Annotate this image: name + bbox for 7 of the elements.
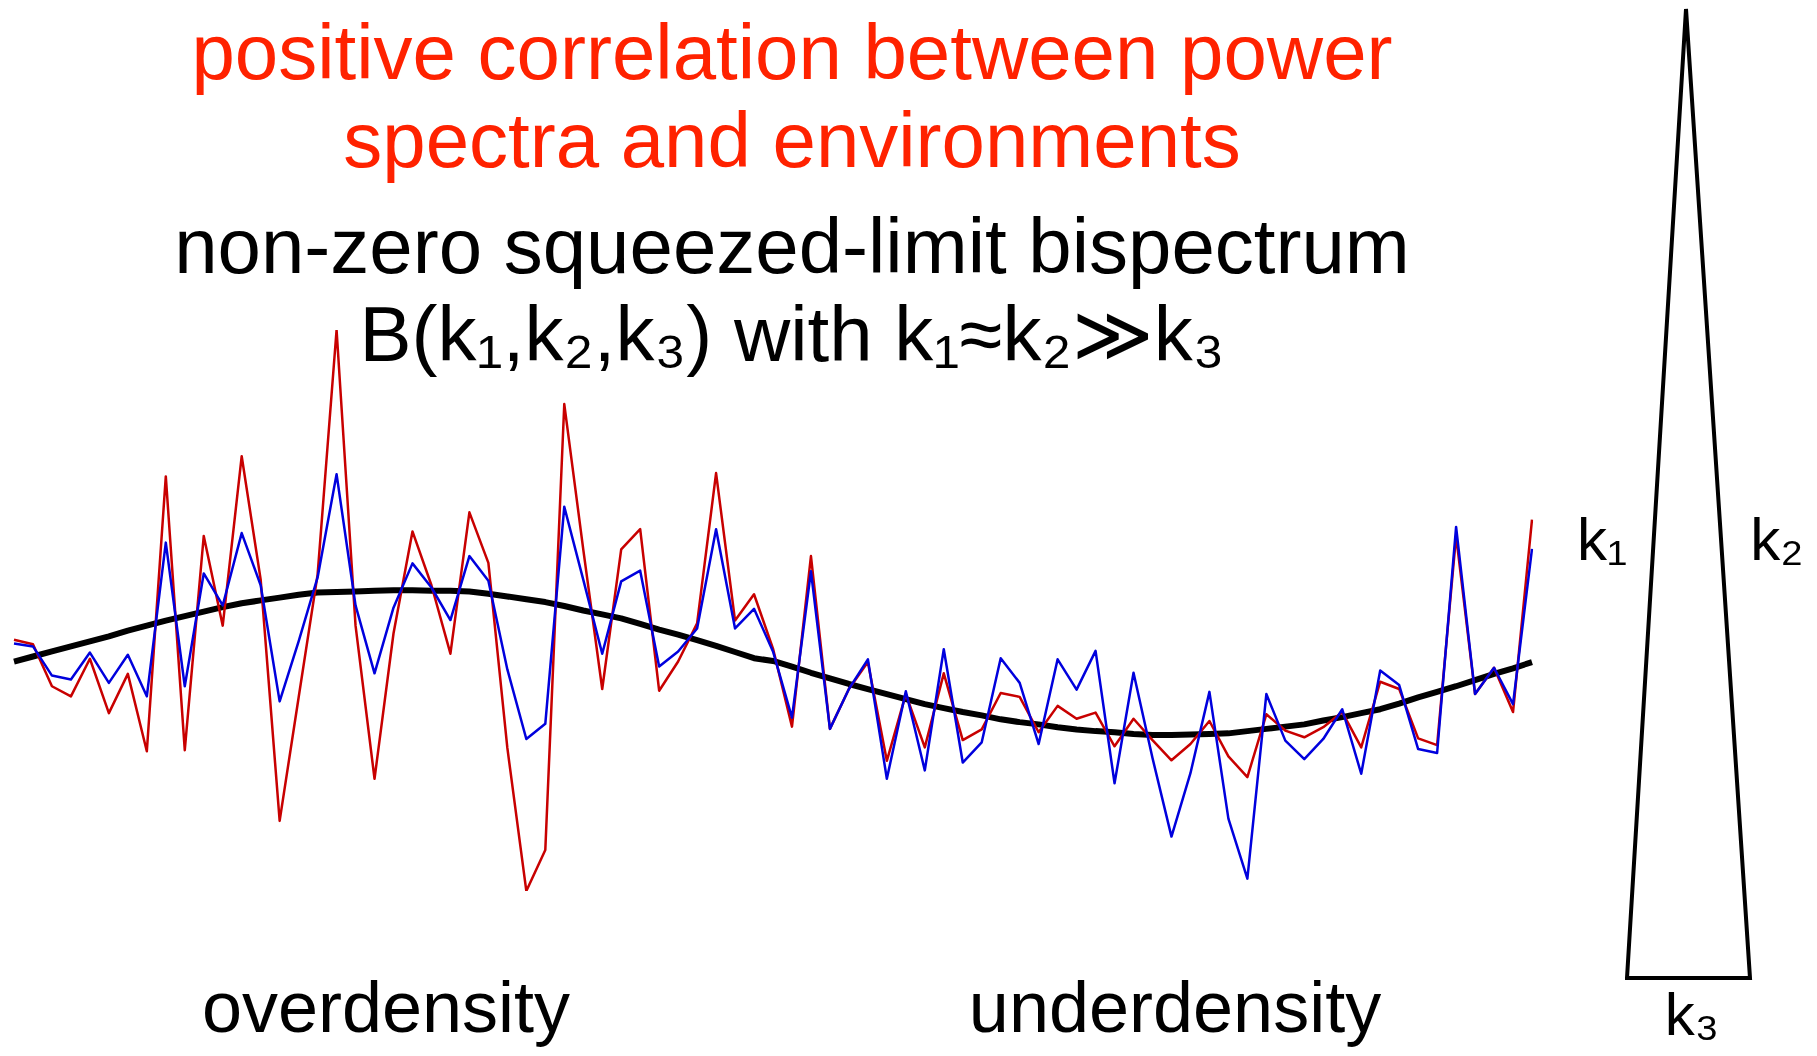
chart-title: positive correlation between power spectra and environments — [190, 8, 1394, 185]
text: k₁ — [1576, 506, 1628, 573]
chart-subtitle: non-zero squeezed-limit bispectrum B(k₁,k₂,k₃) with k₁≈k₂≫k₃ — [173, 202, 1411, 379]
text: underdensity — [968, 967, 1382, 1048]
text: k₂ — [1750, 506, 1804, 573]
text: overdensity — [201, 967, 571, 1048]
text: k₃ — [1664, 981, 1720, 1048]
